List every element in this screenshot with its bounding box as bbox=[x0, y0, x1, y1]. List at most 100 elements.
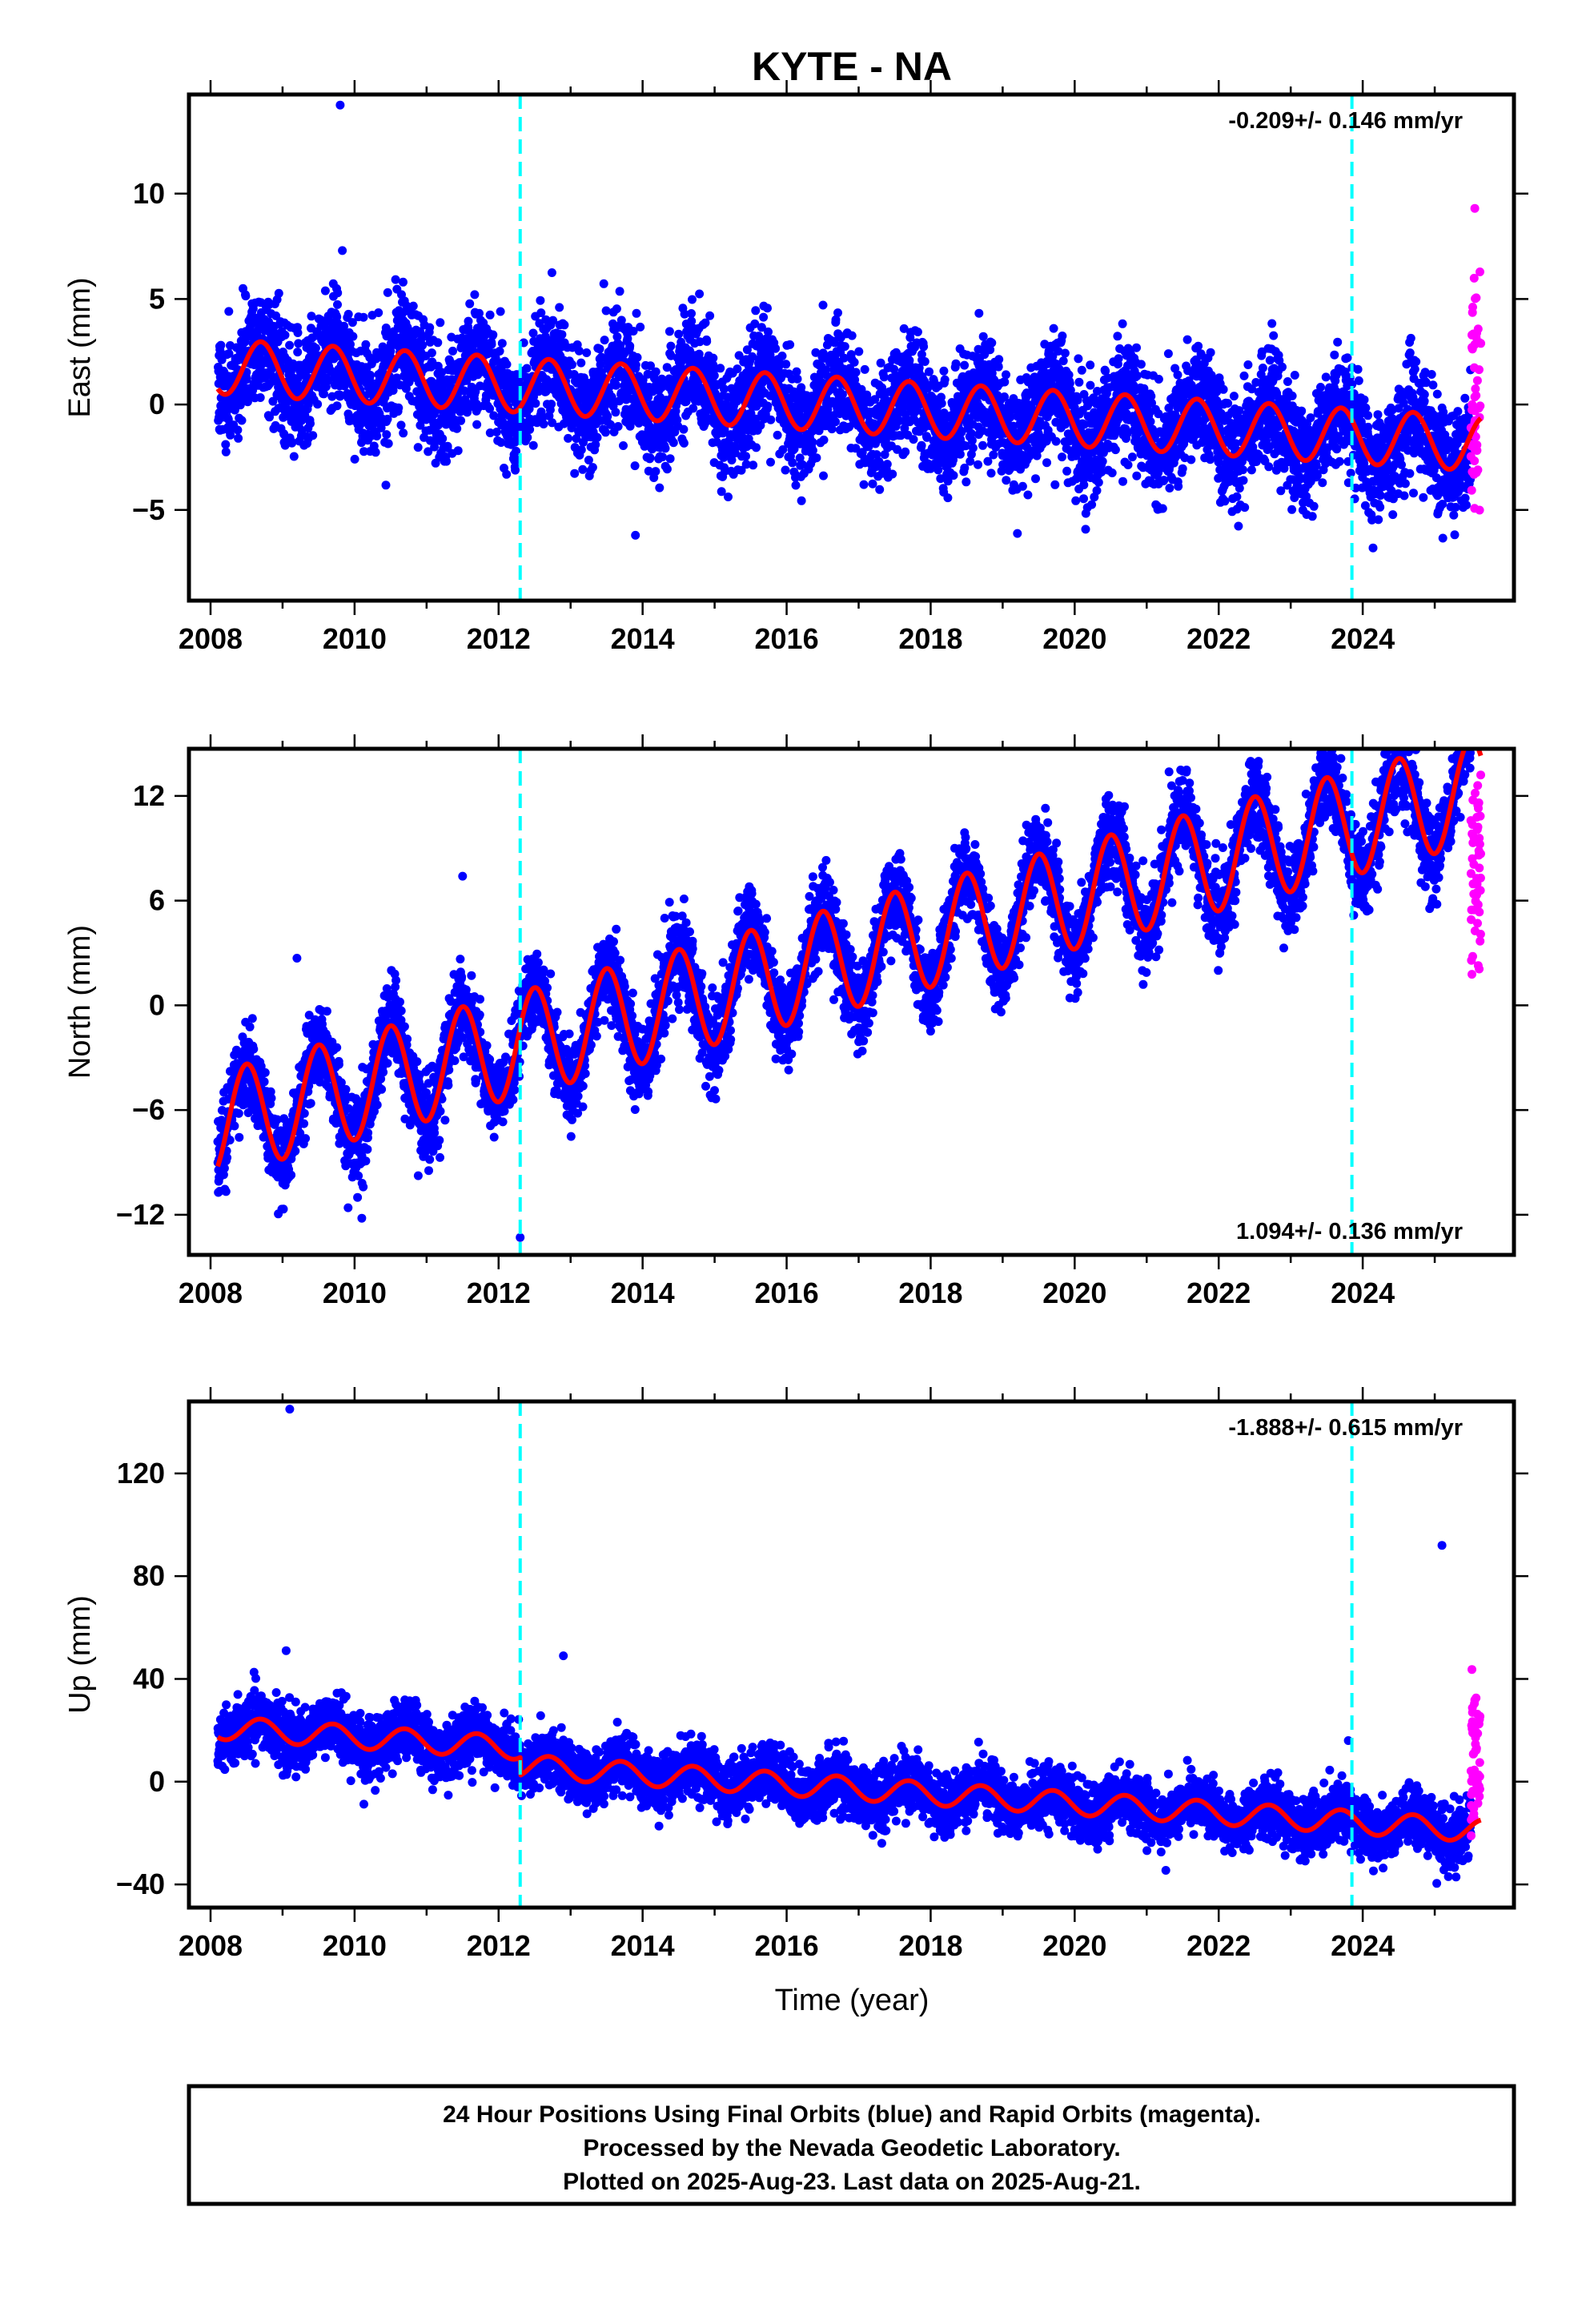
final-orbit-point bbox=[339, 321, 349, 331]
final-orbit-point bbox=[1132, 471, 1142, 480]
final-orbit-point bbox=[1092, 486, 1102, 496]
final-orbit-point bbox=[1000, 377, 1010, 387]
final-orbit-point bbox=[346, 340, 355, 349]
final-orbit-point bbox=[588, 463, 597, 472]
final-orbit-point bbox=[968, 443, 978, 452]
final-orbit-point bbox=[759, 312, 769, 322]
final-orbit-point bbox=[831, 417, 840, 427]
final-orbit-point bbox=[392, 373, 402, 383]
final-orbit-point bbox=[371, 448, 380, 457]
final-orbit-point bbox=[951, 359, 961, 368]
final-orbit-point bbox=[1013, 529, 1022, 538]
final-orbit-point bbox=[496, 307, 505, 316]
final-orbit-point bbox=[600, 428, 610, 437]
final-orbit-point bbox=[766, 415, 776, 424]
final-orbit-point bbox=[766, 457, 775, 467]
final-orbit-point bbox=[1132, 371, 1142, 380]
final-orbit-point bbox=[724, 493, 733, 501]
final-orbit-point bbox=[323, 376, 333, 386]
final-orbit-point bbox=[1074, 354, 1083, 364]
final-orbit-point bbox=[280, 440, 290, 450]
final-orbit-point bbox=[655, 483, 665, 493]
final-orbit-point bbox=[333, 300, 342, 309]
final-orbit-point bbox=[645, 453, 655, 463]
final-orbit-point bbox=[666, 341, 676, 351]
final-orbit-point bbox=[464, 316, 473, 326]
final-orbit-point bbox=[612, 304, 621, 314]
final-orbit-point bbox=[1118, 319, 1127, 328]
final-orbit-point bbox=[920, 357, 930, 366]
final-orbit-point bbox=[860, 364, 869, 374]
final-orbit-point bbox=[599, 279, 608, 288]
final-orbit-point bbox=[662, 464, 672, 474]
final-orbit-point bbox=[669, 438, 678, 448]
final-orbit-point bbox=[1110, 445, 1120, 455]
final-orbit-point bbox=[901, 447, 910, 456]
final-orbit-point bbox=[485, 310, 495, 320]
final-orbit-point bbox=[216, 340, 226, 350]
final-orbit-point bbox=[651, 367, 661, 376]
final-orbit-point bbox=[1079, 494, 1088, 504]
final-orbit-point bbox=[607, 392, 616, 402]
final-orbit-point bbox=[781, 360, 791, 369]
east-panel: 2008 2010 2012 2014 2016 2018 2020 2022 2024−505… bbox=[63, 80, 1528, 655]
final-orbit-point bbox=[1086, 360, 1095, 370]
final-orbit-point bbox=[788, 458, 797, 468]
final-orbit-point bbox=[433, 338, 443, 348]
final-orbit-point bbox=[679, 424, 689, 434]
final-orbit-point bbox=[879, 372, 889, 382]
final-orbit-point bbox=[1186, 455, 1196, 464]
final-orbit-point bbox=[399, 428, 408, 438]
final-orbit-point bbox=[702, 336, 712, 346]
final-orbit-point bbox=[793, 374, 802, 384]
final-orbit-point bbox=[619, 441, 628, 450]
final-orbit-point bbox=[425, 323, 435, 332]
final-orbit-point bbox=[502, 360, 512, 369]
final-orbit-point bbox=[525, 424, 535, 434]
final-orbit-point bbox=[332, 312, 342, 322]
final-orbit-point bbox=[1023, 490, 1033, 500]
final-orbit-point bbox=[574, 346, 584, 356]
final-orbit-point bbox=[913, 328, 922, 336]
final-orbit-point bbox=[453, 395, 463, 404]
final-orbit-point bbox=[241, 292, 251, 301]
final-orbit-point bbox=[497, 339, 507, 348]
final-orbit-point bbox=[557, 330, 567, 340]
final-orbit-point bbox=[319, 389, 328, 399]
final-orbit-point bbox=[442, 456, 452, 466]
final-orbit-point bbox=[582, 348, 592, 357]
final-orbit-point bbox=[674, 329, 684, 339]
final-orbit-point bbox=[1051, 436, 1061, 446]
final-orbit-point bbox=[237, 416, 247, 425]
final-orbit-point bbox=[382, 430, 391, 440]
final-orbit-point bbox=[339, 381, 349, 391]
final-orbit-point bbox=[383, 287, 392, 297]
final-orbit-point bbox=[359, 447, 368, 456]
final-orbit-point bbox=[1206, 455, 1215, 464]
final-orbit-point bbox=[531, 399, 540, 408]
final-orbit-point bbox=[989, 450, 998, 460]
final-orbit-point bbox=[452, 424, 462, 433]
final-orbit-point bbox=[547, 400, 556, 409]
final-orbit-point bbox=[658, 452, 667, 462]
final-orbit-point bbox=[1132, 343, 1141, 352]
final-orbit-point bbox=[937, 399, 946, 408]
final-orbit-point bbox=[280, 330, 290, 340]
final-orbit-point bbox=[1050, 480, 1060, 489]
final-orbit-point bbox=[665, 454, 675, 464]
final-orbit-point bbox=[751, 306, 761, 316]
final-orbit-point bbox=[306, 419, 315, 428]
final-orbit-point bbox=[592, 432, 602, 442]
final-orbit-point bbox=[709, 353, 718, 363]
final-orbit-point bbox=[876, 358, 885, 368]
final-orbit-point bbox=[383, 439, 393, 448]
final-orbit-point bbox=[851, 368, 861, 377]
final-orbit-point bbox=[437, 368, 447, 377]
final-orbit-point bbox=[234, 433, 243, 443]
final-orbit-points bbox=[214, 100, 1476, 553]
final-orbit-point bbox=[381, 324, 391, 332]
final-orbit-point bbox=[632, 308, 641, 318]
final-orbit-point bbox=[372, 432, 382, 440]
final-orbit-point bbox=[1154, 375, 1163, 384]
final-orbit-point bbox=[679, 438, 689, 448]
